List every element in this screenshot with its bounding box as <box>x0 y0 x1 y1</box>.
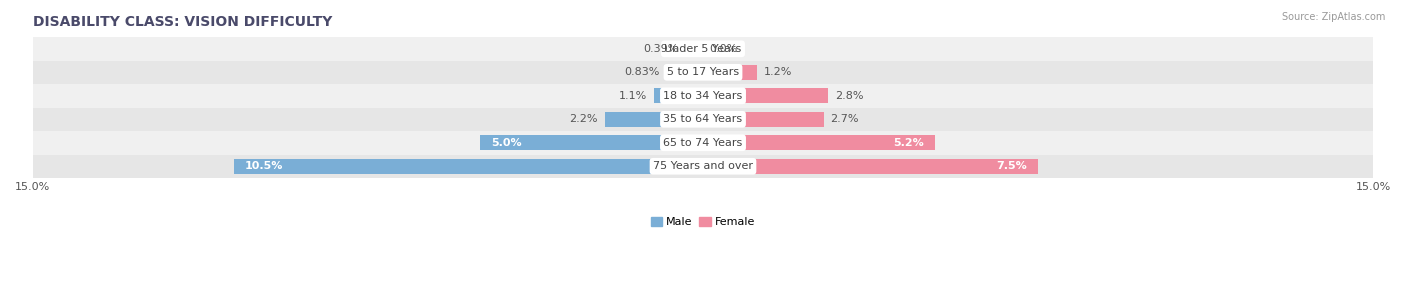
Text: 0.0%: 0.0% <box>710 44 738 54</box>
Text: 10.5%: 10.5% <box>245 161 283 171</box>
Text: 2.7%: 2.7% <box>831 114 859 124</box>
Text: 0.83%: 0.83% <box>624 67 659 77</box>
Bar <box>703 112 824 127</box>
Bar <box>703 159 1038 174</box>
Bar <box>703 135 935 150</box>
Text: Under 5 Years: Under 5 Years <box>665 44 741 54</box>
Text: 7.5%: 7.5% <box>997 161 1026 171</box>
Bar <box>703 65 756 80</box>
Bar <box>233 159 703 174</box>
Bar <box>666 65 703 80</box>
Bar <box>654 88 703 103</box>
Text: 1.1%: 1.1% <box>619 91 647 101</box>
Text: DISABILITY CLASS: VISION DIFFICULTY: DISABILITY CLASS: VISION DIFFICULTY <box>32 15 332 29</box>
Legend: Male, Female: Male, Female <box>647 212 759 232</box>
Bar <box>703 88 828 103</box>
Text: 75 Years and over: 75 Years and over <box>652 161 754 171</box>
Text: 2.8%: 2.8% <box>835 91 863 101</box>
Bar <box>32 84 1374 108</box>
Text: 5.0%: 5.0% <box>491 138 522 148</box>
Text: 1.2%: 1.2% <box>763 67 792 77</box>
Text: 35 to 64 Years: 35 to 64 Years <box>664 114 742 124</box>
Text: 5 to 17 Years: 5 to 17 Years <box>666 67 740 77</box>
Text: 2.2%: 2.2% <box>569 114 598 124</box>
Text: Source: ZipAtlas.com: Source: ZipAtlas.com <box>1281 12 1385 22</box>
Bar <box>605 112 703 127</box>
Bar <box>686 41 703 57</box>
Bar <box>32 60 1374 84</box>
Text: 0.39%: 0.39% <box>644 44 679 54</box>
Text: 65 to 74 Years: 65 to 74 Years <box>664 138 742 148</box>
Bar <box>32 108 1374 131</box>
Bar <box>32 154 1374 178</box>
Text: 18 to 34 Years: 18 to 34 Years <box>664 91 742 101</box>
Bar <box>32 37 1374 60</box>
Bar <box>479 135 703 150</box>
Text: 5.2%: 5.2% <box>893 138 924 148</box>
Bar <box>32 131 1374 154</box>
